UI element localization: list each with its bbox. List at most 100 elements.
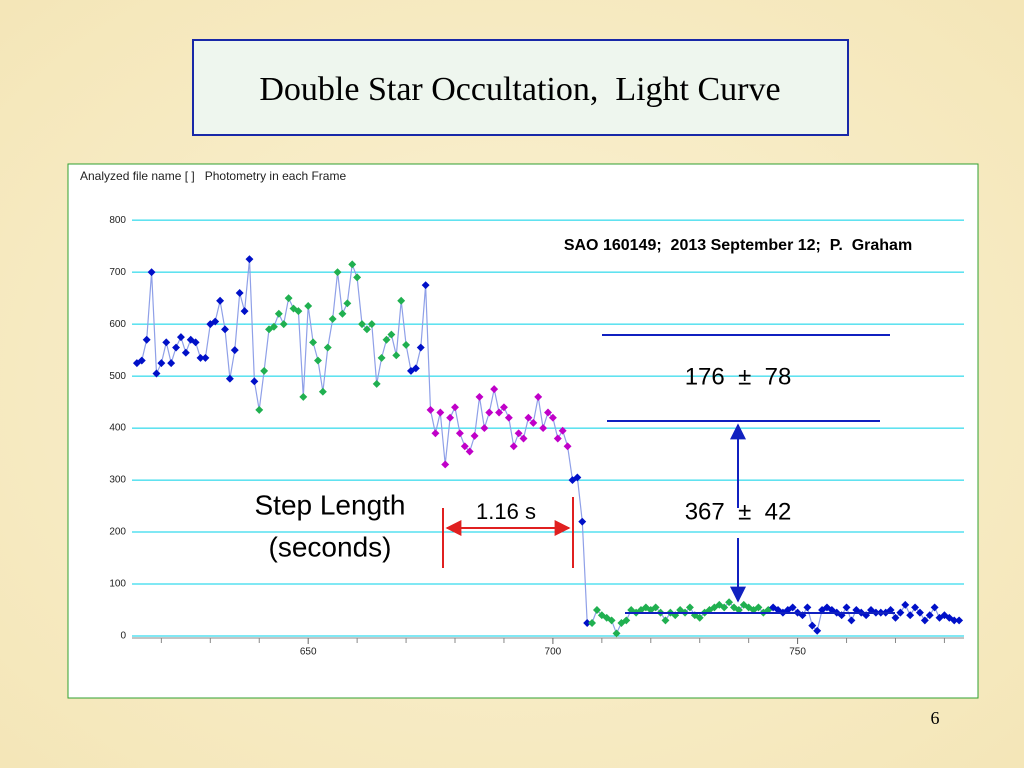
data-point (294, 307, 303, 316)
data-point (338, 309, 347, 318)
data-point (250, 377, 259, 386)
data-point (465, 447, 474, 456)
data-point (240, 307, 249, 316)
data-point (157, 359, 166, 368)
data-point (411, 364, 420, 373)
data-point (284, 294, 293, 303)
data-point (181, 348, 190, 357)
data-point (348, 260, 357, 269)
annotation: Step Length (254, 489, 405, 520)
y-tick-label: 300 (109, 475, 126, 486)
data-point (211, 317, 220, 326)
annotation: (seconds) (269, 531, 392, 562)
data-point (358, 320, 366, 329)
data-point (353, 273, 362, 282)
data-point (314, 356, 322, 365)
data-point (930, 603, 939, 612)
data-point (906, 611, 915, 620)
annotation: SAO 160149; 2013 September 12; P. Graham (564, 237, 912, 254)
data-point (304, 301, 313, 310)
data-point (387, 330, 396, 339)
data-point (950, 616, 959, 625)
data-point (279, 320, 288, 329)
data-point (808, 621, 817, 630)
data-point (167, 359, 176, 368)
data-point (480, 424, 489, 433)
data-point (328, 314, 337, 323)
data-point (441, 460, 450, 469)
title-box (192, 39, 849, 136)
page-number: 6 (931, 708, 940, 728)
data-point (309, 338, 318, 347)
overlay: SAO 160149; 2013 September 12; P. Graham… (254, 237, 912, 614)
data-point (842, 603, 851, 612)
x-tick-label: 650 (300, 647, 317, 658)
data-point (142, 335, 151, 344)
data-point (221, 325, 229, 334)
data-point (191, 338, 200, 347)
data-point (529, 418, 538, 427)
data-point (431, 429, 440, 438)
data-point (436, 408, 445, 417)
data-point (362, 325, 371, 334)
data-point (754, 603, 763, 612)
data-point (269, 322, 278, 331)
data-point (514, 429, 523, 438)
data-point (455, 429, 464, 438)
data-point (323, 343, 332, 352)
data-point (245, 255, 254, 264)
data-point (255, 405, 264, 414)
annotation: 1.16 s (476, 499, 536, 524)
data-point (592, 606, 601, 614)
x-tick-label: 750 (789, 647, 806, 658)
y-tick-label: 400 (109, 423, 126, 434)
data-point (402, 340, 411, 349)
data-point (343, 299, 352, 308)
data-point (734, 606, 743, 614)
y-tick-label: 600 (109, 319, 126, 330)
annotation: 176 ± 78 (685, 363, 792, 390)
y-tick-label: 500 (109, 371, 126, 382)
data-point (421, 281, 430, 290)
data-point (534, 392, 543, 401)
data-point (495, 408, 504, 417)
data-point (274, 309, 283, 318)
data-point (695, 613, 704, 622)
data-point (392, 351, 401, 360)
data-point (622, 616, 631, 625)
data-point (891, 613, 900, 622)
data-point (235, 288, 244, 297)
chart-header: Analyzed file name [ ] Photometry in eac… (80, 169, 346, 183)
y-tick-label: 100 (109, 579, 126, 590)
data-point (225, 374, 234, 383)
data-point (426, 405, 435, 414)
data-point (475, 392, 484, 401)
data-point (333, 268, 342, 277)
data-point (490, 385, 499, 394)
data-point (230, 346, 239, 355)
data-point (147, 268, 156, 277)
data-point (196, 353, 205, 362)
slide-title: Double Star Occultation, Light Curve (259, 71, 780, 108)
data-point (172, 343, 181, 352)
data-point (216, 296, 225, 305)
data-point (558, 426, 567, 435)
data-point (460, 442, 469, 451)
data-point (367, 320, 376, 329)
data-point (382, 335, 391, 344)
data-point (470, 431, 479, 440)
data-point (152, 369, 161, 378)
y-tick-label: 800 (109, 215, 126, 226)
data-point (504, 413, 513, 422)
data-point (372, 379, 381, 388)
data-point (260, 366, 269, 375)
data-point (137, 356, 146, 365)
data-point (397, 296, 406, 305)
annotation: 367 ± 42 (685, 498, 792, 525)
data-point (612, 629, 621, 638)
data-point (377, 353, 386, 362)
data-point (299, 392, 308, 401)
data-point (446, 413, 455, 422)
data-point (451, 403, 459, 412)
